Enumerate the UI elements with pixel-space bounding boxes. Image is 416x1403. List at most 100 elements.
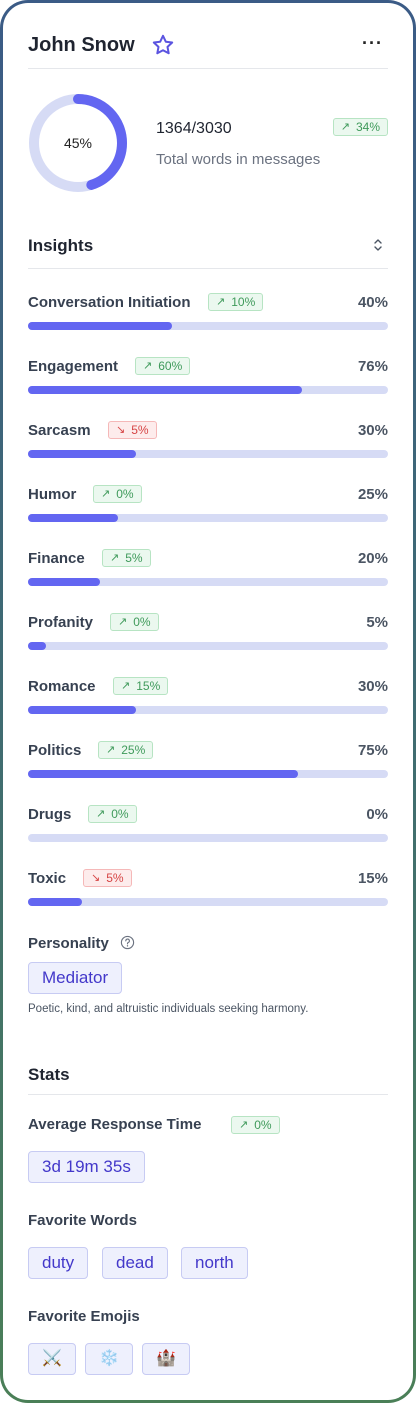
insight-progress-fill	[28, 770, 298, 778]
insight-row: Drugs ↗ 0% 0%	[28, 804, 388, 850]
favorite-emojis-label: Favorite Emojis	[28, 1308, 140, 1325]
arrow-up-right-icon: ↗	[110, 550, 119, 566]
arrow-up-right-icon: ↗	[118, 614, 127, 630]
favorite-emoji-chip: 🏰	[142, 1343, 190, 1375]
insight-change: 0%	[133, 614, 150, 630]
arrow-up-right-icon: ↗	[239, 1117, 248, 1133]
insights-title: Insights	[28, 236, 93, 256]
word-count-change-badge: ↗ 34%	[333, 118, 388, 136]
insight-label: Politics	[28, 742, 81, 759]
insight-progress-track	[28, 770, 388, 778]
insight-value: 0%	[366, 806, 388, 823]
insight-row: Engagement ↗ 60% 76%	[28, 356, 388, 402]
avg-response-change-badge: ↗ 0%	[231, 1116, 280, 1134]
insight-progress-track	[28, 834, 388, 842]
insight-value: 76%	[358, 358, 388, 375]
insight-progress-track	[28, 386, 388, 394]
insight-change-badge: ↗ 5%	[102, 549, 151, 567]
arrow-up-right-icon: ↗	[96, 806, 105, 822]
insight-value: 40%	[358, 294, 388, 311]
insight-progress-fill	[28, 578, 100, 586]
favorite-emoji-chip: ⚔️	[28, 1343, 76, 1375]
insight-change-badge: ↘ 5%	[108, 421, 157, 439]
profile-name: John Snow	[28, 34, 135, 57]
favorite-word-chip: north	[181, 1247, 248, 1279]
personality-type-chip: Mediator	[28, 962, 122, 994]
insight-label: Romance	[28, 678, 96, 695]
arrow-up-right-icon: ↗	[216, 294, 225, 310]
insight-label: Engagement	[28, 358, 118, 375]
insight-value: 30%	[358, 422, 388, 439]
donut-percent: 45%	[28, 93, 128, 193]
favorite-word-chip: duty	[28, 1247, 88, 1279]
insight-change: 5%	[106, 870, 123, 886]
insight-change-badge: ↗ 0%	[110, 613, 159, 631]
insight-row: Sarcasm ↘ 5% 30%	[28, 420, 388, 466]
insight-label: Drugs	[28, 806, 71, 823]
personality-description: Poetic, kind, and altruistic individuals…	[28, 1003, 308, 1015]
insight-value: 75%	[358, 742, 388, 759]
insight-progress-fill	[28, 322, 172, 330]
word-count-description: Total words in messages	[156, 151, 320, 168]
arrow-up-right-icon: ↗	[121, 678, 130, 694]
insight-change-badge: ↗ 0%	[88, 805, 137, 823]
insight-label: Finance	[28, 550, 85, 567]
insight-change-badge: ↗ 15%	[113, 677, 168, 695]
insight-change-badge: ↗ 10%	[208, 293, 263, 311]
insight-value: 30%	[358, 678, 388, 695]
insight-value: 25%	[358, 486, 388, 503]
insight-label: Humor	[28, 486, 76, 503]
avg-response-label: Average Response Time	[28, 1116, 201, 1133]
arrow-up-right-icon: ↗	[341, 119, 350, 135]
insight-value: 15%	[358, 870, 388, 887]
stats-title: Stats	[28, 1065, 70, 1085]
insight-change-badge: ↗ 0%	[93, 485, 142, 503]
insight-change-badge: ↘ 5%	[83, 869, 132, 887]
avg-response-change: 0%	[254, 1117, 271, 1133]
insight-row: Politics ↗ 25% 75%	[28, 740, 388, 786]
word-count-change: 34%	[356, 119, 380, 135]
insight-row: Conversation Initiation ↗ 10% 40%	[28, 292, 388, 338]
help-circle-icon[interactable]	[120, 935, 135, 950]
header-divider	[28, 68, 388, 69]
insight-label: Profanity	[28, 614, 93, 631]
insight-value: 20%	[358, 550, 388, 567]
insight-label: Toxic	[28, 870, 66, 887]
insight-change: 5%	[131, 422, 148, 438]
star-icon[interactable]	[151, 33, 175, 57]
arrow-up-right-icon: ↗	[143, 358, 152, 374]
insight-row: Profanity ↗ 0% 5%	[28, 612, 388, 658]
arrow-up-right-icon: ↗	[101, 486, 110, 502]
insight-change: 25%	[121, 742, 145, 758]
stats-divider	[28, 1094, 388, 1095]
insight-progress-fill	[28, 642, 46, 650]
insight-change: 60%	[158, 358, 182, 374]
more-options-button[interactable]: ···	[362, 36, 383, 50]
insight-label: Conversation Initiation	[28, 294, 191, 311]
insight-change-badge: ↗ 60%	[135, 357, 190, 375]
insight-progress-fill	[28, 706, 136, 714]
word-count: 1364/3030	[156, 120, 232, 138]
insight-progress-track	[28, 898, 388, 906]
card-header: John Snow ···	[28, 29, 388, 69]
insight-label: Sarcasm	[28, 422, 91, 439]
arrow-down-right-icon: ↘	[116, 422, 125, 438]
insight-progress-fill	[28, 450, 136, 458]
arrow-down-right-icon: ↘	[91, 870, 100, 886]
insight-progress-track	[28, 514, 388, 522]
chevron-up-down-icon[interactable]	[371, 237, 385, 253]
insight-progress-track	[28, 642, 388, 650]
profile-card: John Snow ··· 45% 1364/3030 Total words …	[3, 3, 413, 1400]
insight-row: Finance ↗ 5% 20%	[28, 548, 388, 594]
insight-change: 5%	[125, 550, 142, 566]
personality-label: Personality	[28, 935, 109, 952]
words-donut-chart: 45%	[28, 93, 128, 193]
insight-change: 0%	[111, 806, 128, 822]
insight-progress-track	[28, 578, 388, 586]
insight-progress-track	[28, 706, 388, 714]
insight-change: 0%	[116, 486, 133, 502]
insight-progress-fill	[28, 514, 118, 522]
insight-change-badge: ↗ 25%	[98, 741, 153, 759]
insight-change: 15%	[136, 678, 160, 694]
